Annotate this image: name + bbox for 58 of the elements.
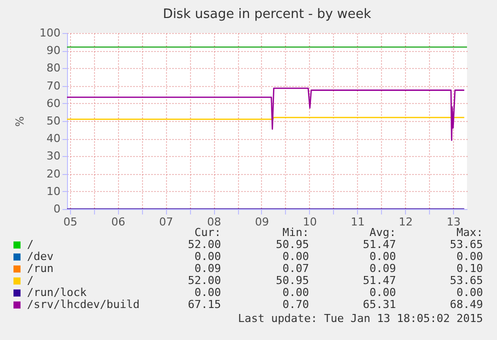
x-tick-label: 06 — [111, 216, 126, 228]
x-tick-label: 08 — [207, 216, 222, 228]
legend-label: /srv/lhcdev/build — [27, 298, 140, 311]
text: 0.00 — [194, 250, 221, 263]
text: 50.95 — [276, 238, 309, 251]
text: 0.00 — [370, 250, 396, 263]
y-tick-label: 10 — [46, 184, 60, 198]
x-tick-label: 07 — [159, 216, 174, 228]
legend-label: / — [27, 274, 34, 287]
text: 52.00 — [188, 238, 221, 251]
text: 52.00 — [188, 274, 221, 287]
y-axis-title: % — [14, 116, 27, 127]
text: 0.09 — [370, 262, 396, 275]
text: 0.00 — [456, 250, 483, 263]
text: 50.95 — [276, 274, 309, 287]
text: Cur: — [194, 226, 221, 239]
text: 0.00 — [194, 286, 221, 299]
text: 0.09 — [194, 262, 221, 275]
text: 0.00 — [282, 286, 309, 299]
x-tick-label: 13 — [446, 216, 461, 228]
text: 68.49 — [450, 298, 483, 311]
y-tick-label: 20 — [46, 167, 60, 180]
text: 0.10 — [456, 262, 483, 275]
legend-label: /run/lock — [27, 286, 87, 299]
text: 65.31 — [362, 298, 396, 311]
y-tick-label: 100 — [40, 26, 60, 40]
text: 51.47 — [362, 274, 396, 287]
text: Avg: — [370, 226, 396, 239]
y-tick-label: 30 — [46, 150, 60, 163]
text: 53.65 — [450, 238, 483, 251]
text: 0.00 — [282, 250, 309, 263]
x-tick-label: 09 — [254, 216, 269, 228]
text: 0.00 — [456, 286, 483, 299]
line-series — [67, 88, 465, 141]
x-tick-label: 12 — [398, 216, 413, 228]
text: 0.70 — [282, 298, 309, 311]
text: Min: — [282, 226, 309, 239]
text: Last update: Tue Jan 13 18:05:02 2015 — [238, 312, 483, 325]
text: Max: — [456, 226, 483, 239]
x-tick-label: 05 — [63, 216, 78, 228]
y-tick-label: 50 — [46, 114, 60, 128]
y-tick-label: 40 — [46, 132, 60, 146]
text: 0.00 — [370, 286, 396, 299]
y-tick-label: 0 — [54, 202, 60, 216]
y-tick-label: 90 — [46, 44, 60, 58]
y-tick-label: 60 — [46, 96, 60, 110]
text: 51.47 — [362, 238, 396, 251]
legend-label: / — [27, 238, 34, 251]
text: 0.07 — [282, 262, 309, 275]
legend-label: /dev — [27, 250, 54, 263]
y-tick-label: 80 — [46, 62, 60, 75]
text: 53.65 — [450, 274, 483, 287]
chart-title: Disk usage in percent - by week — [162, 7, 372, 22]
x-tick-label: 10 — [302, 216, 317, 228]
x-tick-label: 11 — [350, 216, 365, 228]
legend-label: /run — [27, 262, 54, 275]
y-tick-label: 70 — [46, 79, 60, 92]
text: 67.15 — [188, 298, 221, 311]
